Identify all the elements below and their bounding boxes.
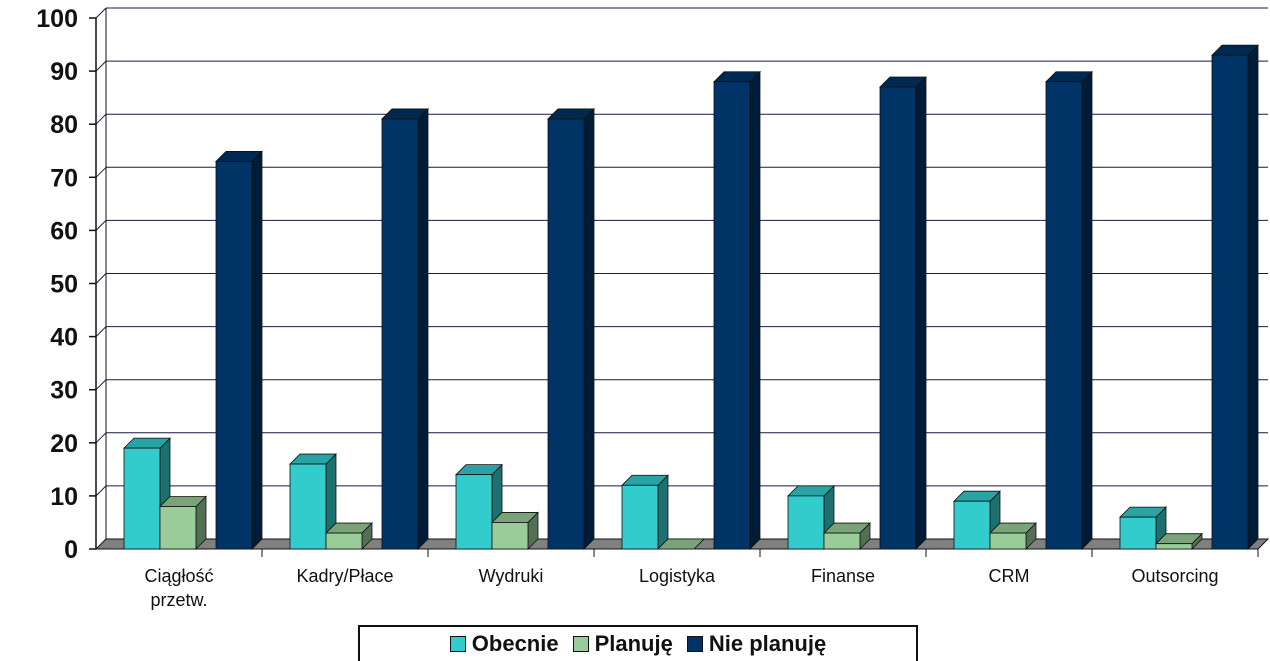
legend-item: Obecnie: [449, 631, 559, 657]
x-tick-label: Finanse: [811, 566, 875, 586]
legend-label: Obecnie: [471, 631, 559, 656]
y-tick-label: 20: [50, 430, 78, 458]
bar-planuj-4: [823, 522, 871, 550]
x-tick-label: Kadry/Płace: [296, 566, 393, 586]
y-tick-label: 40: [50, 324, 78, 352]
x-tick-label: Wydruki: [479, 566, 544, 586]
bar-nie-planuj-3: [713, 70, 761, 550]
bar-chart: 0 10 20 30 40 50 60 70 80 90 100 Ciągłość przetw. Ka…: [36, 5, 1270, 610]
bar-planuj-0: [159, 495, 207, 550]
x-axis-ticks: Ciągłość przetw. Kadry/Płace Wydruki Logisty…: [144, 549, 1259, 610]
bar-nie-planuj-6: [1211, 44, 1259, 550]
bar-planuj-6: [1155, 532, 1203, 550]
bar-nie-planuj-4: [879, 76, 927, 550]
y-tick-label: 70: [50, 164, 78, 192]
legend-label: Nie planuję: [708, 631, 827, 656]
legend-swatch: [449, 636, 466, 652]
bar-planuj-3: [657, 538, 705, 550]
bar-planuj-1: [325, 522, 373, 550]
x-tick-label: Ciągłość przetw.: [144, 566, 213, 610]
y-tick-label: 100: [36, 5, 78, 33]
legend-item: Nie planuję: [686, 631, 827, 657]
chart-legend: Obecnie Planuję Nie planuję: [358, 625, 918, 661]
bar-obecnie-0: [123, 437, 171, 550]
y-axis-ticks: 0 10 20 30 40 50 60 70 80 90 100: [36, 5, 96, 564]
y-tick-label: 50: [50, 271, 78, 299]
y-tick-label: 0: [64, 536, 78, 564]
x-tick-label: CRM: [989, 566, 1030, 586]
y-tick-label: 60: [50, 217, 78, 245]
bar-planuj-5: [989, 522, 1037, 550]
legend-swatch: [686, 636, 703, 652]
y-tick-label: 30: [50, 377, 78, 405]
x-tick-label: Outsorcing: [1131, 566, 1218, 586]
y-tick-label: 80: [50, 111, 78, 139]
bar-obecnie-3: [621, 474, 669, 550]
chart-bars: [123, 44, 1259, 550]
legend-item: Planuję: [572, 631, 673, 657]
bar-nie-planuj-2: [547, 107, 595, 550]
bar-nie-planuj-1: [381, 107, 429, 550]
bar-nie-planuj-5: [1045, 70, 1093, 550]
bar-nie-planuj-0: [215, 150, 263, 550]
y-tick-label: 10: [50, 483, 78, 511]
bar-obecnie-1: [289, 453, 337, 550]
legend-label: Planuję: [594, 631, 673, 656]
bar-planuj-2: [491, 511, 539, 550]
legend-swatch: [572, 636, 589, 652]
x-tick-label: Logistyka: [639, 566, 716, 586]
y-tick-label: 90: [50, 58, 78, 86]
